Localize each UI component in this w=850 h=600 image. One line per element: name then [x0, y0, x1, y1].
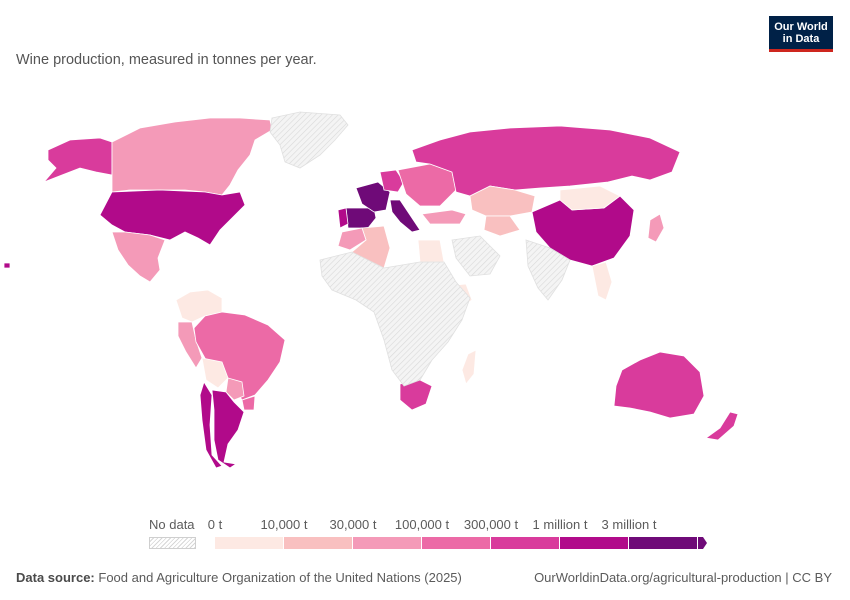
map-region-united-states[interactable]	[99, 189, 246, 246]
map-region-southeast-asia[interactable]	[591, 261, 613, 301]
legend-bin[interactable]	[353, 537, 422, 549]
legend-tick-label: 10,000 t	[260, 517, 308, 532]
legend-tick-label: 0 t	[207, 517, 223, 532]
map-region-morocco[interactable]	[337, 227, 367, 251]
legend-no-data-label: No data	[149, 517, 195, 532]
legend-tick-label: 300,000 t	[463, 517, 519, 532]
map-region-uruguay[interactable]	[241, 395, 256, 411]
map-region-turkey[interactable]	[421, 209, 467, 225]
legend-tick-label: 100,000 t	[394, 517, 450, 532]
logo-line-1: Our World	[774, 21, 828, 33]
logo-line-2: in Data	[782, 33, 820, 45]
map-region-bolivia[interactable]	[201, 357, 229, 389]
data-source-text[interactable]: Food and Agriculture Organization of the…	[98, 570, 462, 585]
map-region-hawaii[interactable]	[3, 262, 11, 269]
map-region-mongolia[interactable]	[559, 185, 621, 211]
map-region-portugal[interactable]	[337, 207, 349, 229]
map-region-canada[interactable]	[111, 117, 273, 196]
legend-bin[interactable]	[422, 537, 491, 549]
source-url-link[interactable]: OurWorldinData.org/agricultural-producti…	[534, 570, 832, 585]
map-region-new-zealand[interactable]	[704, 411, 739, 441]
data-source: Data source: Food and Agriculture Organi…	[16, 570, 462, 585]
legend-bin[interactable]	[215, 537, 284, 549]
map-region-france[interactable]	[355, 181, 391, 213]
map-region-brazil[interactable]	[193, 311, 286, 401]
map-region-spain[interactable]	[345, 207, 377, 229]
map-region-paraguay[interactable]	[225, 377, 245, 401]
map-region-sub-saharan-africa[interactable]	[319, 251, 471, 387]
map-region-germany[interactable]	[379, 169, 405, 193]
map-region-arabian-peninsula[interactable]	[451, 235, 501, 277]
map-region-argentina[interactable]	[211, 389, 245, 469]
legend-bin[interactable]	[560, 537, 629, 549]
map-region-egypt[interactable]	[417, 239, 445, 263]
map-region-alaska[interactable]	[43, 137, 113, 183]
data-source-prefix: Data source:	[16, 570, 95, 585]
map-region-italy[interactable]	[389, 199, 421, 233]
world-map	[3, 111, 739, 469]
map-region-japan[interactable]	[647, 213, 665, 243]
legend-bin[interactable]	[629, 537, 698, 549]
owid-logo[interactable]: Our World in Data	[769, 16, 833, 52]
map-region-central-asia[interactable]	[483, 215, 521, 237]
map-region-madagascar[interactable]	[461, 349, 477, 385]
map-region-russia[interactable]	[411, 125, 681, 197]
legend-no-data-swatch[interactable]	[149, 537, 196, 549]
legend-bin[interactable]	[491, 537, 560, 549]
legend-tick-label: 1 million t	[532, 517, 588, 532]
map-region-india[interactable]	[525, 239, 571, 301]
map-region-australia[interactable]	[613, 351, 705, 419]
map-subtitle: Wine production, measured in tonnes per …	[16, 52, 317, 68]
legend-bin[interactable]	[284, 537, 353, 549]
map-region-greenland[interactable]	[269, 111, 349, 169]
map-region-chile[interactable]	[199, 381, 223, 469]
legend-tick-label: 3 million t	[601, 517, 657, 532]
legend-arrow-tip	[698, 537, 707, 549]
map-legend: No data 0 t 10,000 t 30,000 t 100,000 t 300,…	[140, 515, 720, 555]
map-region-peru[interactable]	[177, 321, 203, 369]
legend-tick-label: 30,000 t	[329, 517, 377, 532]
map-region-mexico[interactable]	[111, 231, 166, 283]
